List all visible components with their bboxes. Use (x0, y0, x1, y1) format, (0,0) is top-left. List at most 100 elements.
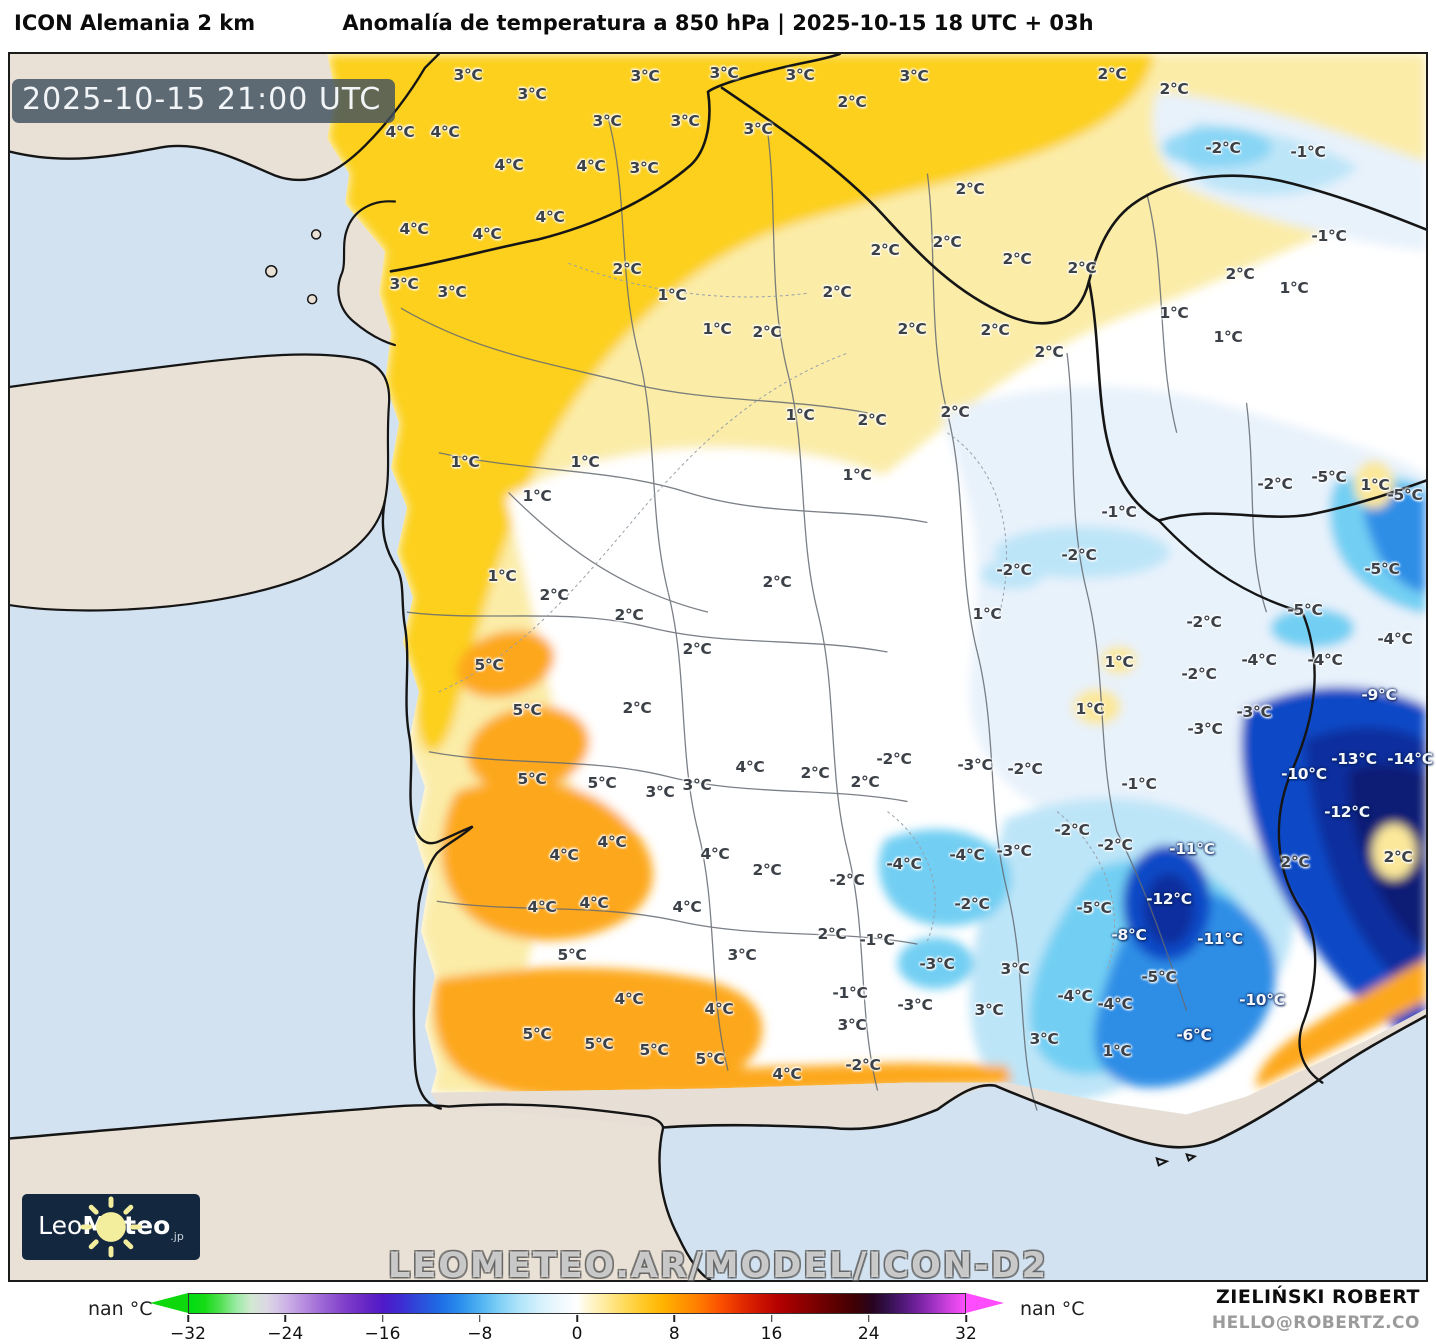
temp-label: 1°C (842, 466, 872, 484)
temp-label: -2°C (1257, 475, 1293, 493)
colorbar-tick-label: 16 (760, 1324, 783, 1344)
temp-label: 3°C (682, 776, 712, 794)
temp-label: 4°C (735, 758, 765, 776)
temp-label: -1°C (1121, 775, 1157, 793)
temp-label: 2°C (1002, 250, 1032, 268)
page-title: Anomalía de temperatura a 850 hPa | 2025… (342, 11, 1094, 35)
temp-label: 3°C (453, 66, 483, 84)
colorbar-tickmark (284, 1315, 286, 1322)
temp-label: -1°C (832, 984, 868, 1002)
temp-label: 5°C (522, 1025, 552, 1043)
footer: nan °C −32 −24 −16 −8 0 8 16 24 32 nan °C ZIELIŃ… (0, 1282, 1436, 1344)
temp-label: 4°C (494, 156, 524, 174)
temp-label: 3°C (1000, 960, 1030, 978)
colorbar-tickmark (187, 1315, 189, 1322)
author-name: ZIELIŃSKI ROBERT (1216, 1286, 1420, 1308)
coastal-strip-outside-domain (430, 1008, 1426, 1147)
temp-label: 1°C (487, 567, 517, 585)
colorbar-tick-label: 24 (857, 1324, 880, 1344)
temp-label: 2°C (897, 320, 927, 338)
logo-text: LeoMeteo.jp (38, 1211, 184, 1243)
temp-label: 2°C (870, 241, 900, 259)
temp-label: -9°C (1361, 686, 1397, 704)
temp-label: 3°C (743, 120, 773, 138)
author-email: HELLO@ROBERTZ.CO (1211, 1313, 1420, 1333)
colorbar-tick-label: 32 (955, 1324, 977, 1344)
temp-label: 1°C (1360, 476, 1390, 494)
watermark: LEOMETEO.AR/MODEL/ICON-D2 (388, 1246, 1048, 1286)
colorbar-tickmark (868, 1315, 870, 1322)
temp-label: 3°C (517, 85, 547, 103)
timestamp-badge: 2025-10-15 21:00 UTC (12, 79, 396, 123)
model-name-label: ICON Alemania 2 km (14, 11, 256, 35)
temp-label: 3°C (629, 159, 659, 177)
temp-label: -5°C (1311, 468, 1347, 486)
temp-label: 2°C (1067, 259, 1097, 277)
colorbar-tickmark (381, 1315, 384, 1322)
temp-label: -4°C (1057, 987, 1093, 1005)
temp-label: -4°C (1241, 651, 1277, 669)
colorbar-tickmark (965, 1315, 967, 1322)
temp-label: -13°C (1331, 750, 1377, 768)
temp-label: -2°C (1181, 665, 1217, 683)
contour-lines (438, 262, 1115, 972)
temp-label: -1°C (1311, 227, 1347, 245)
temp-label: 3°C (592, 112, 622, 130)
temp-label: -3°C (1236, 703, 1272, 721)
temp-label: 1°C (522, 487, 552, 505)
temp-label: 3°C (1029, 1030, 1059, 1048)
colorbar-tick-label: −24 (267, 1324, 304, 1344)
temp-label: 4°C (399, 220, 429, 238)
temp-label: -11°C (1197, 930, 1243, 948)
temp-label: -5°C (1141, 968, 1177, 986)
temp-label: 5°C (587, 774, 617, 792)
leometeo-logo: LeoMeteo.jp (22, 1194, 200, 1260)
temp-label: 1°C (570, 453, 600, 471)
temp-label: 2°C (622, 699, 652, 717)
temp-label: 2°C (1159, 80, 1189, 98)
temp-label: 3°C (974, 1001, 1004, 1019)
temp-label: -3°C (1187, 720, 1223, 738)
temp-label: 1°C (1104, 653, 1134, 671)
department-borders (400, 118, 1268, 1111)
colorbar-left-unit: nan °C (88, 1298, 153, 1320)
colorbar-tick-label: −8 (467, 1324, 493, 1344)
colorbar-tick-label: −16 (364, 1324, 401, 1344)
temp-label: -8°C (1111, 926, 1147, 944)
temp-label: 1°C (702, 320, 732, 338)
temp-label: 3°C (670, 112, 700, 130)
temp-label: 2°C (955, 180, 985, 198)
temp-label: 2°C (1097, 65, 1127, 83)
temp-label: 1°C (1159, 304, 1189, 322)
temp-label: 3°C (389, 275, 419, 293)
attribution: ZIELIŃSKI ROBERT HELLO@ROBERTZ.CO (1212, 1286, 1420, 1333)
temp-label: 4°C (535, 208, 565, 226)
temp-label: 2°C (800, 764, 830, 782)
temp-label: 2°C (539, 586, 569, 604)
temp-label: 5°C (474, 656, 504, 674)
temp-label: 5°C (695, 1050, 725, 1068)
temp-label: -4°C (1097, 995, 1133, 1013)
temp-label: 5°C (557, 946, 587, 964)
temp-label: 4°C (430, 123, 460, 141)
temp-label: 3°C (899, 67, 929, 85)
temp-label: -2°C (1097, 836, 1133, 854)
temp-label: 2°C (614, 606, 644, 624)
colorbar-tick-label: 8 (668, 1324, 680, 1344)
temp-label: 2°C (752, 323, 782, 341)
temp-label: -4°C (1307, 651, 1343, 669)
temp-label: -2°C (845, 1056, 881, 1074)
colorbar-tick-label: 0 (571, 1324, 583, 1344)
temp-label: 5°C (639, 1041, 669, 1059)
temp-label: -5°C (1387, 486, 1423, 504)
france-anomaly-map-svg (10, 54, 1426, 1280)
temp-label: 4°C (614, 990, 644, 1008)
temp-label: -3°C (996, 842, 1032, 860)
colorbar-tickmark (576, 1315, 578, 1322)
temp-label: 5°C (517, 770, 547, 788)
temp-label: 4°C (704, 1000, 734, 1018)
temp-label: 3°C (785, 66, 815, 84)
temp-label: -5°C (1076, 899, 1112, 917)
colorbar-tickmark (770, 1315, 773, 1322)
